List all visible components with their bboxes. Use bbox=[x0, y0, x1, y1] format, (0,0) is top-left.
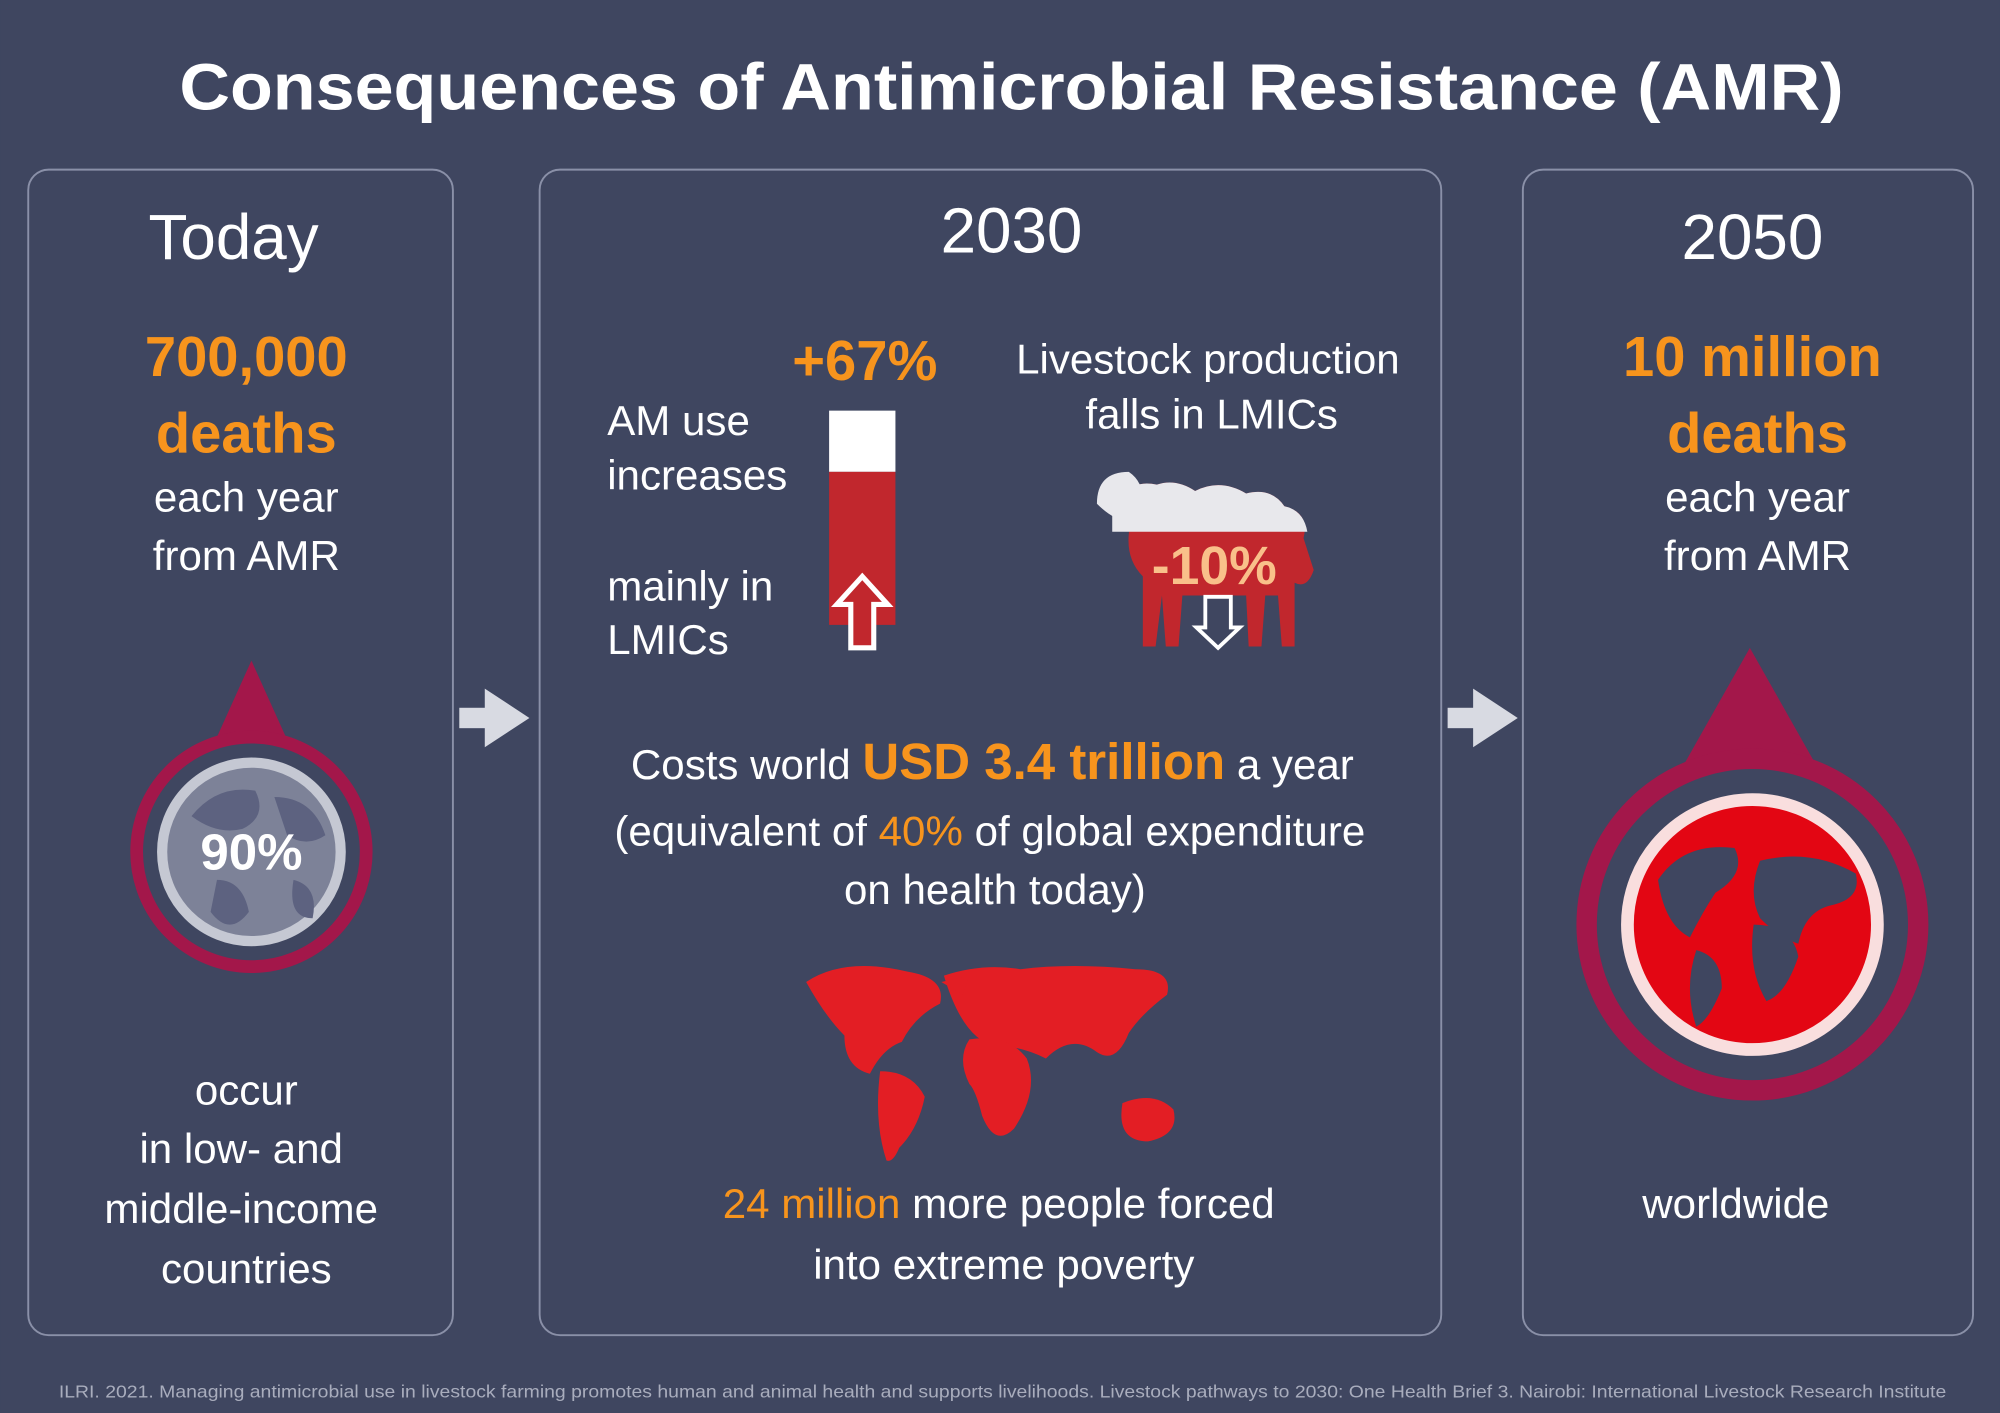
stat-unit: deaths bbox=[156, 402, 337, 465]
cost-highlight: USD 3.4 trillion bbox=[862, 733, 1225, 790]
text-line: worldwide bbox=[1641, 1180, 1829, 1227]
text: (equivalent of bbox=[614, 808, 878, 855]
globe-badge bbox=[130, 660, 373, 974]
heading: 2050 bbox=[1681, 201, 1823, 273]
text-line: each year bbox=[154, 473, 339, 520]
text: more people forced bbox=[900, 1180, 1274, 1227]
livestock-change: -10% bbox=[1152, 537, 1277, 596]
cost-line: Costs world USD 3.4 trillion a year bbox=[631, 733, 1354, 790]
poverty-highlight: 24 million bbox=[723, 1180, 901, 1227]
text-line: increases bbox=[607, 452, 787, 499]
badge-value: 90% bbox=[200, 824, 302, 881]
globe-badge bbox=[1576, 647, 1929, 1101]
text-line: from AMR bbox=[153, 532, 340, 579]
panel-2030 bbox=[538, 168, 1443, 1337]
text-line: into extreme poverty bbox=[813, 1241, 1194, 1288]
text-line: from AMR bbox=[1664, 532, 1851, 579]
text-line: countries bbox=[161, 1245, 332, 1292]
am-change: +67% bbox=[792, 329, 937, 392]
world-map bbox=[806, 966, 1175, 1161]
text-line: occur bbox=[195, 1066, 298, 1113]
stat: 10 million bbox=[1623, 325, 1882, 388]
text-line: falls in LMICs bbox=[1085, 390, 1338, 437]
citation: ILRI. 2021. Managing antimicrobial use i… bbox=[59, 1382, 1946, 1402]
cost-note: (equivalent of 40% of global expenditure bbox=[614, 808, 1365, 855]
arrow bbox=[459, 688, 530, 748]
panel-2050 bbox=[1521, 168, 1974, 1337]
heading: 2030 bbox=[941, 195, 1083, 267]
poverty-line: 24 million more people forced bbox=[723, 1180, 1275, 1227]
text-line: on health today) bbox=[844, 866, 1146, 913]
stat: 700,000 bbox=[145, 325, 348, 388]
text-line: each year bbox=[1665, 473, 1850, 520]
text: a year bbox=[1225, 741, 1354, 788]
text-line: mainly in bbox=[607, 563, 773, 610]
text-line: AM use bbox=[607, 397, 750, 444]
arrow bbox=[1447, 688, 1518, 748]
panel-today bbox=[27, 168, 454, 1337]
usage-bar-icon bbox=[829, 410, 896, 651]
heading: Today bbox=[148, 201, 318, 273]
text-line: middle-income bbox=[104, 1185, 378, 1232]
title: Consequences of Antimicrobial Resistance… bbox=[179, 51, 1843, 125]
text-line: in low- and bbox=[139, 1125, 343, 1172]
text: of global expenditure bbox=[963, 808, 1365, 855]
text: Costs world bbox=[631, 741, 863, 788]
text-line: Livestock production bbox=[1016, 336, 1400, 383]
sheep-icon bbox=[1096, 471, 1314, 651]
cost-note-highlight: 40% bbox=[879, 808, 963, 855]
stat-unit: deaths bbox=[1667, 402, 1848, 465]
text-line: LMICs bbox=[607, 616, 729, 663]
